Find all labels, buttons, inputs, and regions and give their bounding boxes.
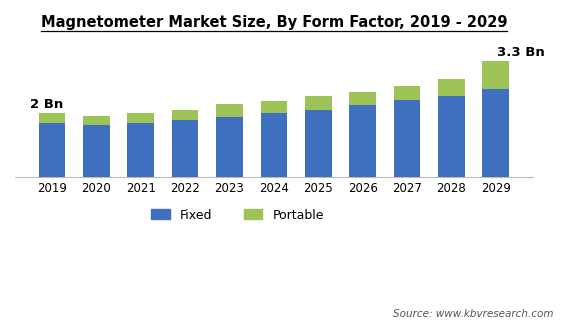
Bar xyxy=(127,113,154,123)
Legend: Fixed, Portable: Fixed, Portable xyxy=(146,204,329,227)
Bar xyxy=(438,96,465,177)
Bar xyxy=(83,125,110,177)
Bar xyxy=(349,92,376,105)
Bar xyxy=(394,86,420,100)
Title: Magnetometer Market Size, By Form Factor, 2019 - 2029: Magnetometer Market Size, By Form Factor… xyxy=(41,15,507,30)
Bar xyxy=(483,61,509,89)
Bar xyxy=(260,113,287,177)
Bar xyxy=(83,116,110,125)
Bar xyxy=(305,109,332,177)
Bar xyxy=(260,101,287,113)
Bar xyxy=(38,123,65,177)
Bar xyxy=(394,100,420,177)
Bar xyxy=(349,105,376,177)
Bar xyxy=(216,104,243,117)
Text: Source: www.kbvresearch.com: Source: www.kbvresearch.com xyxy=(393,309,554,319)
Bar xyxy=(483,89,509,177)
Bar xyxy=(172,120,198,177)
Bar xyxy=(127,123,154,177)
Bar xyxy=(216,117,243,177)
Bar xyxy=(38,113,65,123)
Bar xyxy=(438,79,465,96)
Bar xyxy=(172,109,198,120)
Bar xyxy=(305,96,332,109)
Text: 3.3 Bn: 3.3 Bn xyxy=(497,46,545,59)
Text: 2 Bn: 2 Bn xyxy=(29,98,63,111)
